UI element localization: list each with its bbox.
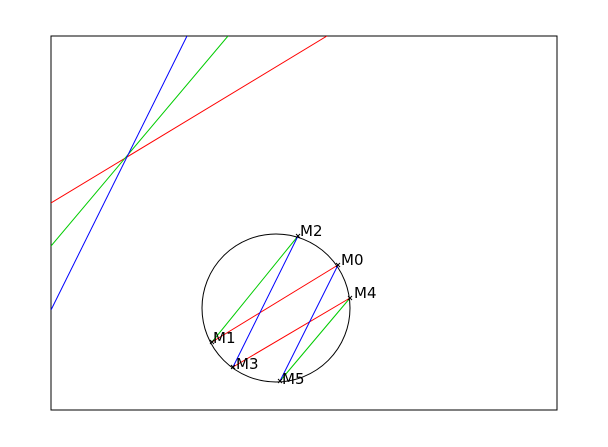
point-marker-m5: [277, 378, 283, 384]
segment-m1-m0: [211, 264, 339, 343]
point-label-m4: M4: [354, 284, 377, 302]
concurrent-lines: [51, 36, 328, 311]
segment-m3-m4: [232, 297, 351, 368]
point-label-m5: M5: [282, 370, 305, 388]
segment-m1-m2: [211, 235, 299, 343]
point-marker-m2: [295, 233, 301, 239]
point-label-m3: M3: [236, 355, 259, 373]
circle: [201, 233, 351, 383]
plot-frame: [50, 35, 558, 411]
chord-segments: [211, 235, 351, 382]
point-marker-m0: [335, 262, 341, 268]
point-label-m1: M1: [213, 329, 236, 347]
segment-m3-m2: [232, 235, 299, 368]
point-label-m2: M2: [300, 222, 323, 240]
point-markers: [209, 233, 353, 384]
point-label-m0: M0: [341, 251, 364, 269]
point-marker-m3: [230, 364, 236, 370]
segment-m5-m0: [279, 264, 339, 382]
point-marker-m1: [209, 339, 215, 345]
blue-direction-line: [51, 36, 188, 311]
point-marker-m4: [347, 295, 353, 301]
segment-m5-m4: [279, 297, 351, 382]
green-direction-line: [51, 36, 229, 247]
red-direction-line: [51, 36, 328, 204]
